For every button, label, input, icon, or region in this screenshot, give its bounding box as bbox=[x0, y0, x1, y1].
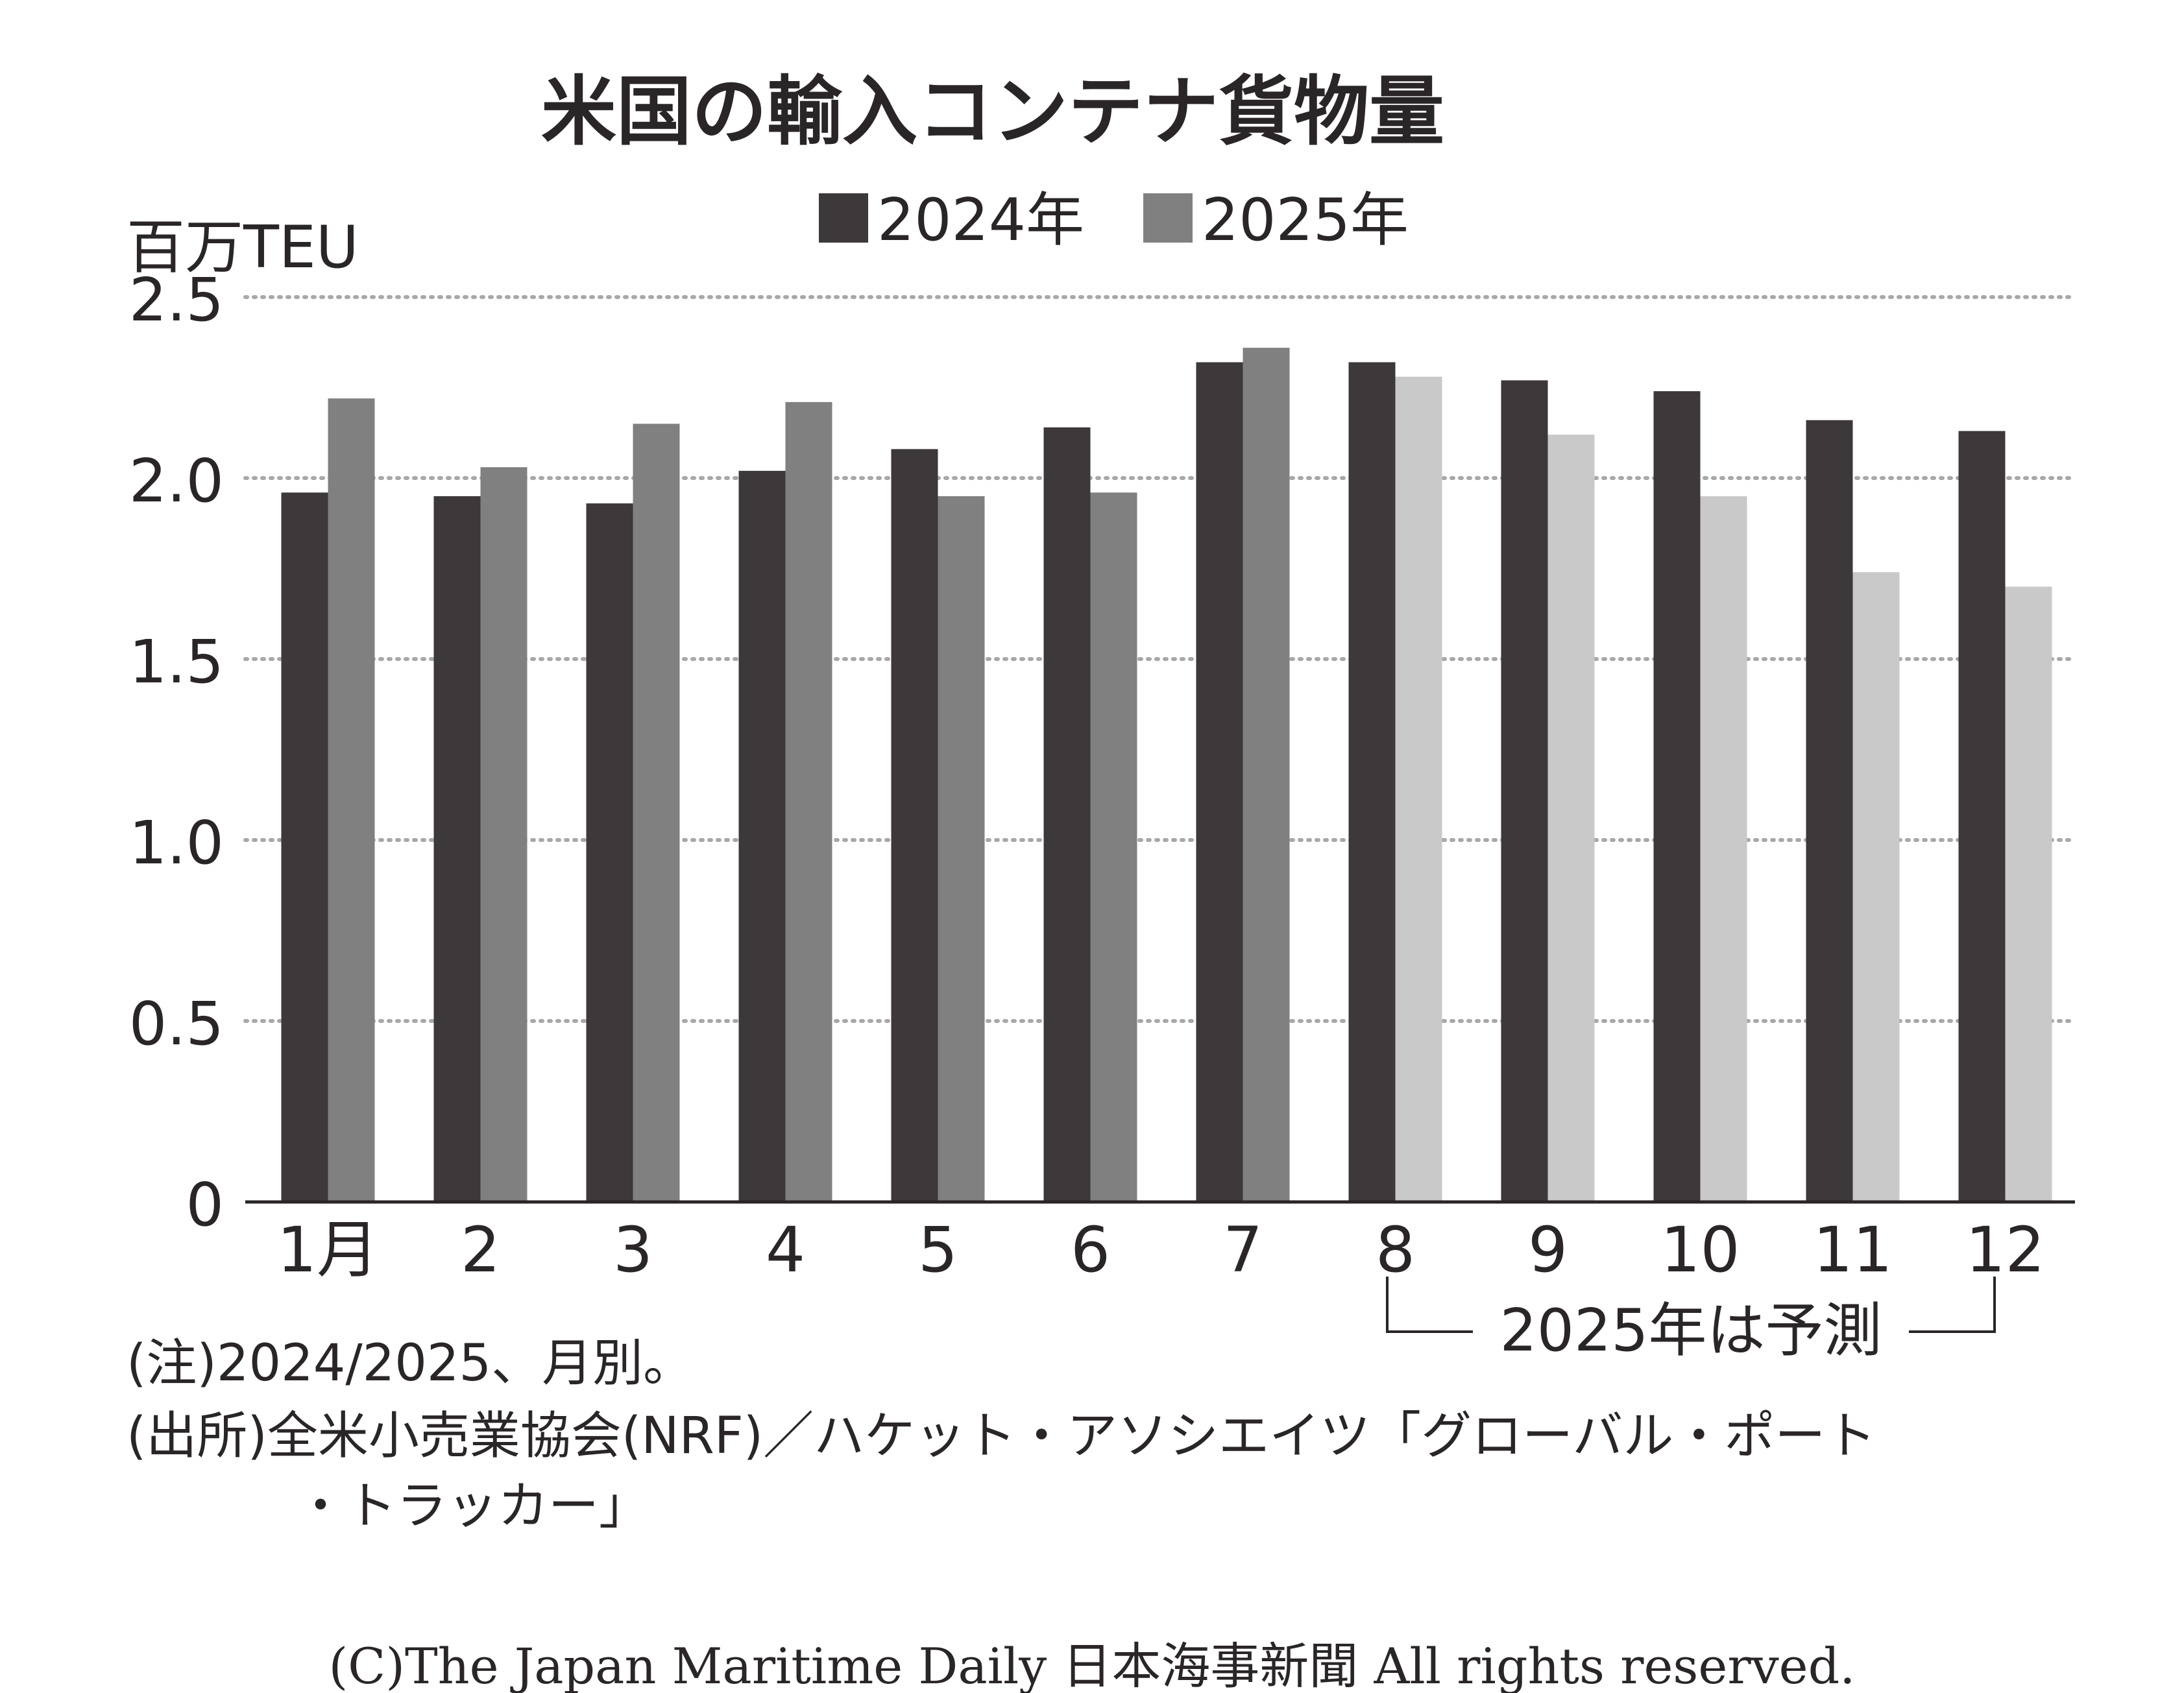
y-axis-unit-label: 百万TEU bbox=[127, 213, 359, 282]
bar-2024年-6 bbox=[1043, 427, 1091, 1202]
forecast-bracket: 2025年は予測 bbox=[1386, 1277, 1996, 1365]
bar-2025年-1月 bbox=[328, 398, 375, 1202]
y-tick-label-4: 2.0 bbox=[129, 446, 224, 516]
x-tick-label-1: 2 bbox=[461, 1214, 500, 1286]
chart-title: 米国の輸入コンテナ貨物量 bbox=[541, 68, 1444, 156]
x-tick-label-11: 12 bbox=[1965, 1214, 2044, 1286]
bar-2024年-12 bbox=[1958, 431, 2006, 1203]
x-tick-label-9: 10 bbox=[1660, 1214, 1740, 1286]
legend: 2024年 2025年 bbox=[819, 186, 1409, 254]
source-line-2: ・トラッカー」 bbox=[295, 1477, 649, 1535]
x-tick-label-8: 9 bbox=[1528, 1214, 1568, 1286]
bar-2024年-1月 bbox=[281, 492, 328, 1202]
bar-2025年-12 bbox=[2005, 586, 2052, 1202]
copyright-notice: (C)The Japan Maritime Daily 日本海事新聞 All r… bbox=[329, 1637, 1856, 1693]
x-tick-label-10: 11 bbox=[1813, 1214, 1892, 1286]
note-line: (注)2024/2025、月別。 bbox=[127, 1334, 694, 1393]
bar-2024年-5 bbox=[891, 449, 938, 1202]
bar-2024年-2 bbox=[433, 496, 481, 1202]
y-tick-label-5: 2.5 bbox=[129, 265, 224, 335]
bar-2025年-2 bbox=[480, 467, 528, 1202]
bar-2025年-7 bbox=[1243, 348, 1290, 1202]
y-tick-label-1: 0.5 bbox=[129, 989, 224, 1059]
x-tick-label-7: 8 bbox=[1376, 1214, 1415, 1286]
bar-2024年-4 bbox=[738, 470, 786, 1202]
bar-2024年-11 bbox=[1806, 420, 1853, 1202]
bar-2024年-8 bbox=[1348, 362, 1396, 1203]
legend-label-2025: 2025年 bbox=[1202, 186, 1409, 254]
bar-2024年-10 bbox=[1653, 391, 1701, 1202]
bar-2025年-6 bbox=[1090, 492, 1137, 1202]
x-tick-label-5: 6 bbox=[1071, 1214, 1110, 1286]
bar-2025年-4 bbox=[785, 402, 832, 1202]
x-tick-label-0: 1月 bbox=[277, 1214, 379, 1286]
bar-2025年-10 bbox=[1700, 496, 1747, 1202]
bar-2025年-9 bbox=[1547, 435, 1595, 1202]
bar-2025年-8 bbox=[1395, 376, 1442, 1202]
bar-2025年-5 bbox=[938, 496, 985, 1202]
x-axis-labels: 1月 2 3 4 5 6 7 8 9 10 11 12 bbox=[277, 1214, 2045, 1286]
bar-2024年-3 bbox=[586, 503, 633, 1202]
x-tick-label-2: 3 bbox=[613, 1214, 653, 1286]
y-tick-label-0: 0 bbox=[186, 1170, 224, 1240]
bar-2024年-9 bbox=[1501, 380, 1548, 1202]
legend-swatch-2024 bbox=[819, 193, 868, 243]
forecast-bracket-right bbox=[1909, 1277, 1996, 1333]
bars bbox=[281, 348, 2052, 1203]
x-tick-label-3: 4 bbox=[766, 1214, 805, 1286]
bar-2024年-7 bbox=[1196, 362, 1243, 1203]
source-line-1: (出所)全米小売業協会(NRF)／ハケット・アソシエイツ「グローバル・ポート bbox=[127, 1407, 1876, 1465]
x-tick-label-6: 7 bbox=[1223, 1214, 1263, 1286]
legend-label-2024: 2024年 bbox=[877, 186, 1084, 254]
bar-2025年-3 bbox=[633, 424, 680, 1202]
y-tick-label-3: 1.5 bbox=[129, 627, 224, 697]
y-tick-label-2: 1.0 bbox=[129, 808, 224, 878]
legend-swatch-2025 bbox=[1143, 193, 1193, 243]
gridlines bbox=[243, 295, 2077, 1023]
y-axis-ticks: 0 0.5 1.0 1.5 2.0 2.5 bbox=[129, 265, 224, 1240]
forecast-bracket-left bbox=[1386, 1277, 1473, 1333]
forecast-annotation: 2025年は予測 bbox=[1499, 1297, 1882, 1365]
bar-2025年-11 bbox=[1852, 572, 1900, 1202]
x-tick-label-4: 5 bbox=[918, 1214, 958, 1286]
